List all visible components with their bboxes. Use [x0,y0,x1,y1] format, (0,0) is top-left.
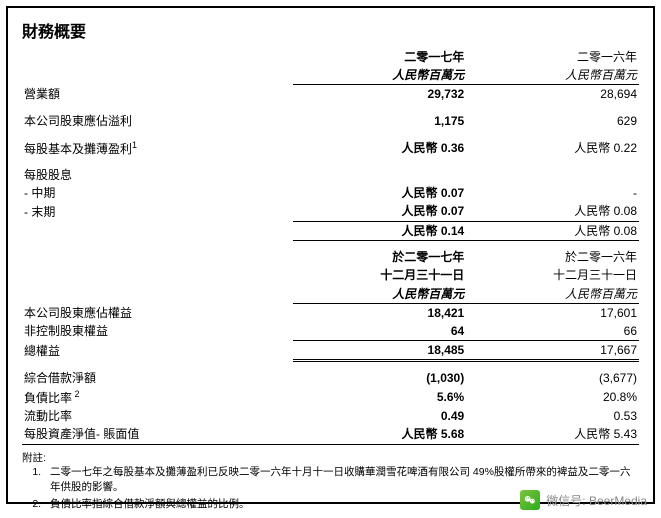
hdr2-2016-unit: 人民幣百萬元 [466,285,639,304]
row-nav-2017: 人民幣 5.68 [293,425,466,444]
row-final-2016: 人民幣 0.08 [466,202,639,221]
row-nav-2016: 人民幣 5.43 [466,425,639,444]
row-interim-2017: 人民幣 0.07 [293,184,466,202]
row-interim-label: - 中期 [22,184,293,202]
row-interim-2016: - [466,184,639,202]
hdr2-2017-unit: 人民幣百萬元 [293,285,466,304]
row-nb-label: 綜合借款淨額 [22,369,293,387]
wechat-text: 微信号: BeerMedia [546,492,647,509]
hdr2-2017-a: 於二零一七年 [293,248,466,266]
row-totaldps-2016: 人民幣 0.08 [466,221,639,240]
row-eps-2017: 人民幣 0.36 [293,138,466,158]
row-eqh-2016: 17,601 [466,303,639,322]
footnotes-label: 附註: [22,451,639,466]
row-eqh-label: 本公司股東應佔權益 [22,303,293,322]
report-frame: 財務概要 二零一七年 二零一六年 人民幣百萬元 人民幣百萬元 營業額 29,73… [6,6,655,504]
row-nav-label: 每股資產淨值- 賬面值 [22,425,293,444]
section-title: 財務概要 [22,18,639,42]
row-dps-label: 每股股息 [22,166,293,184]
row-cr-2017: 0.49 [293,407,466,425]
wechat-icon [520,490,540,510]
row-nb-2016: (3,677) [466,369,639,387]
financial-table: 二零一七年 二零一六年 人民幣百萬元 人民幣百萬元 營業額 29,732 28,… [22,48,639,445]
row-revenue-2017: 29,732 [293,85,466,104]
row-totaldps-2017: 人民幣 0.14 [293,221,466,240]
row-final-label: - 末期 [22,202,293,221]
row-teq-2016: 17,667 [466,341,639,361]
row-revenue-2016: 28,694 [466,85,639,104]
row-profit-label: 本公司股東應佔溢利 [22,112,293,130]
row-gr-label: 負債比率 2 [22,387,293,407]
hdr-2017-unit: 人民幣百萬元 [293,66,466,85]
hdr-2016-unit: 人民幣百萬元 [466,66,639,85]
hdr2-2016-a: 於二零一六年 [466,248,639,266]
row-gr-2016: 20.8% [466,387,639,407]
row-teq-2017: 18,485 [293,341,466,361]
row-eps-label: 每股基本及攤薄盈利1 [22,138,293,158]
row-cr-2016: 0.53 [466,407,639,425]
row-eqh-2017: 18,421 [293,303,466,322]
row-profit-2016: 629 [466,112,639,130]
row-nb-2017: (1,030) [293,369,466,387]
wechat-watermark: 微信号: BeerMedia [520,490,647,510]
row-nci-label: 非控制股東權益 [22,322,293,341]
hdr2-2017-b: 十二月三十一日 [293,266,466,284]
row-final-2017: 人民幣 0.07 [293,202,466,221]
hdr-2016-year: 二零一六年 [466,48,639,66]
hdr-2017-year: 二零一七年 [293,48,466,66]
row-teq-label: 總權益 [22,341,293,361]
hdr2-2016-b: 十二月三十一日 [466,266,639,284]
row-gr-2017: 5.6% [293,387,466,407]
row-cr-label: 流動比率 [22,407,293,425]
row-nci-2016: 66 [466,322,639,341]
row-revenue-label: 營業額 [22,85,293,104]
row-profit-2017: 1,175 [293,112,466,130]
row-nci-2017: 64 [293,322,466,341]
row-eps-2016: 人民幣 0.22 [466,138,639,158]
